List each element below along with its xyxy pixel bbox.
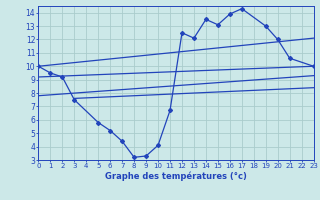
- X-axis label: Graphe des températures (°c): Graphe des températures (°c): [105, 171, 247, 181]
